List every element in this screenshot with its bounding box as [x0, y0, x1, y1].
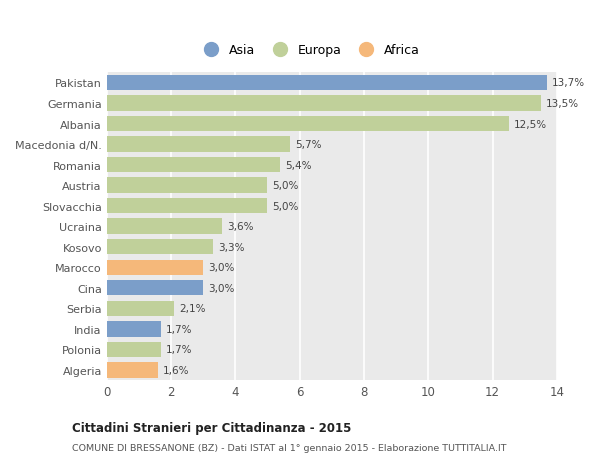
Text: 5,0%: 5,0%	[272, 201, 299, 211]
Bar	[107, 363, 158, 378]
Text: 3,3%: 3,3%	[218, 242, 244, 252]
Bar	[107, 137, 290, 152]
Bar	[107, 157, 280, 173]
Legend: Asia, Europa, Africa: Asia, Europa, Africa	[194, 39, 425, 62]
Bar	[107, 301, 174, 316]
Bar	[107, 117, 509, 132]
Text: 5,7%: 5,7%	[295, 140, 322, 150]
Text: 5,0%: 5,0%	[272, 181, 299, 190]
Bar	[107, 342, 161, 357]
Text: 3,0%: 3,0%	[208, 283, 235, 293]
Bar	[107, 96, 541, 112]
Bar	[107, 280, 203, 296]
Bar	[107, 219, 223, 235]
Text: 1,7%: 1,7%	[166, 345, 193, 354]
Text: Cittadini Stranieri per Cittadinanza - 2015: Cittadini Stranieri per Cittadinanza - 2…	[72, 421, 352, 434]
Bar	[107, 198, 268, 214]
Text: 3,6%: 3,6%	[227, 222, 254, 232]
Text: 5,4%: 5,4%	[285, 160, 311, 170]
Text: 2,1%: 2,1%	[179, 303, 206, 313]
Bar	[107, 240, 213, 255]
Bar	[107, 178, 268, 193]
Text: 12,5%: 12,5%	[514, 119, 547, 129]
Text: 13,5%: 13,5%	[545, 99, 579, 109]
Bar	[107, 260, 203, 275]
Bar	[107, 321, 161, 337]
Text: 1,6%: 1,6%	[163, 365, 190, 375]
Text: 3,0%: 3,0%	[208, 263, 235, 273]
Bar	[107, 76, 547, 91]
Text: COMUNE DI BRESSANONE (BZ) - Dati ISTAT al 1° gennaio 2015 - Elaborazione TUTTITA: COMUNE DI BRESSANONE (BZ) - Dati ISTAT a…	[72, 443, 506, 452]
Text: 13,7%: 13,7%	[552, 78, 585, 88]
Text: 1,7%: 1,7%	[166, 324, 193, 334]
